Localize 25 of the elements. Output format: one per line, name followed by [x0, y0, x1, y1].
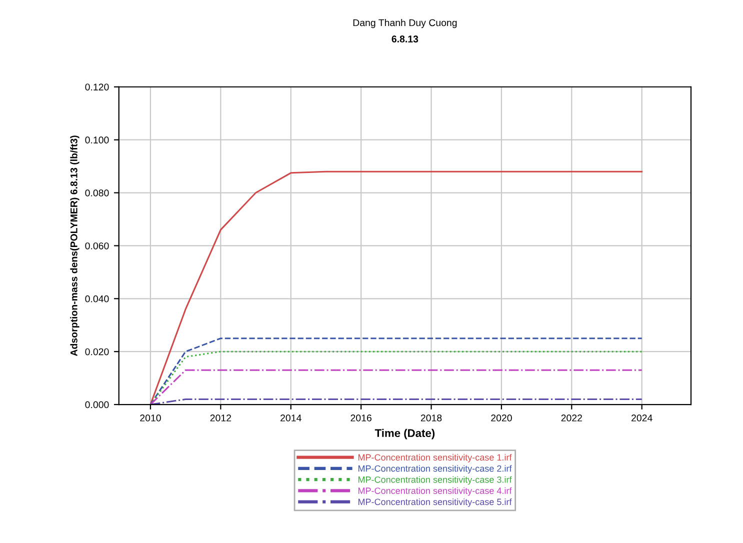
x-tick-label: 2024 [632, 414, 652, 422]
x-axis-title: Time (Date) [374, 428, 435, 440]
y-tick-label: 0.080 [85, 190, 109, 196]
chart-subtitle: 6.8.13 [392, 36, 418, 42]
x-tick-label: 2014 [280, 414, 302, 422]
x-tick-label: 2012 [210, 414, 231, 422]
chart-title: Dang Thanh Duy Cuong [353, 19, 457, 28]
x-tick-label: 2010 [140, 414, 161, 422]
y-tick-label: 0.020 [85, 348, 109, 356]
y-axis-title: Adsorption-mass dens(POLYMER) 6.8.13 (lb/ft3) [70, 136, 80, 356]
x-tick-label: 2022 [561, 414, 582, 422]
y-tick-label: 0.000 [85, 401, 109, 408]
y-tick-label: 0.120 [85, 84, 109, 90]
y-tick-label: 0.100 [85, 136, 109, 144]
x-tick-label: 2018 [420, 414, 442, 422]
text: MP-Concentration sensitivity-case 3.irf [358, 476, 512, 485]
x-tick-label: 2020 [491, 414, 512, 422]
text: MP-Concentration sensitivity-case 4.irf [358, 487, 512, 496]
y-tick-label: 0.060 [85, 242, 109, 250]
text: MP-Concentration sensitivity-case 5.irf [358, 498, 512, 507]
text: MP-Concentration sensitivity-case 2.irf [358, 465, 512, 474]
y-tick-label: 0.040 [85, 295, 109, 302]
x-tick-label: 2016 [350, 414, 372, 422]
text: MP-Concentration sensitivity-case 1.irf [358, 454, 512, 462]
line-series [150, 170, 643, 405]
